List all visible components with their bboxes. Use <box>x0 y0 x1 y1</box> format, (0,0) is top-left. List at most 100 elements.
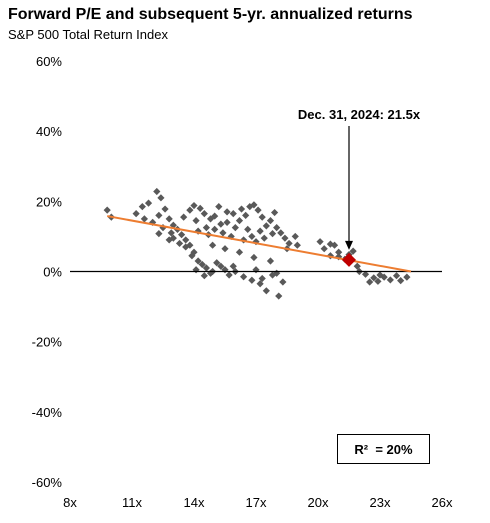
data-point <box>258 213 266 221</box>
data-point <box>370 274 378 282</box>
annotation-arrow-head <box>345 240 353 250</box>
data-point <box>225 271 233 279</box>
data-point <box>285 239 293 248</box>
data-point <box>248 276 256 284</box>
data-point <box>235 217 244 225</box>
data-point <box>277 229 285 237</box>
data-point <box>349 247 357 255</box>
y-tick-label: 0% <box>43 265 62 280</box>
annotation-group: Dec. 31, 2024: 21.5x <box>298 107 421 250</box>
data-point <box>266 217 275 225</box>
data-point <box>221 266 229 274</box>
data-point <box>217 220 225 228</box>
data-point <box>132 210 140 218</box>
data-point <box>200 272 208 280</box>
data-point <box>258 274 266 283</box>
data-point <box>235 248 244 256</box>
data-point <box>279 278 287 286</box>
r-squared-label: R² = 20% <box>354 441 413 457</box>
data-point <box>244 225 252 233</box>
x-tick-label: 20x <box>308 495 329 510</box>
data-point <box>361 270 370 278</box>
data-point <box>211 225 219 233</box>
chart-subtitle: S&P 500 Total Return Index <box>8 27 168 42</box>
x-tick-label: 11x <box>122 495 142 510</box>
data-point <box>281 234 289 242</box>
data-point <box>144 199 153 207</box>
data-point <box>213 259 221 267</box>
data-point <box>403 273 411 281</box>
data-point <box>397 277 405 285</box>
data-point <box>374 277 382 285</box>
data-point <box>320 245 328 253</box>
data-point <box>165 215 173 223</box>
data-point <box>200 210 208 218</box>
data-point <box>240 273 248 281</box>
data-point <box>221 245 229 253</box>
data-point <box>182 243 190 251</box>
data-point <box>153 187 161 196</box>
data-point <box>188 252 196 260</box>
axes: 60% 40% 20% 0% -20% -40% -60%8x 11x 14x 17x 20x 23x… <box>32 54 453 510</box>
y-tick-label: 20% <box>36 194 62 209</box>
data-point <box>252 266 260 274</box>
y-tick-label: 60% <box>36 54 62 69</box>
chart-title: Forward P/E and subsequent 5-yr. annuali… <box>8 6 413 23</box>
data-point <box>266 257 275 265</box>
x-tick-label: 8x <box>63 495 77 510</box>
data-point <box>260 234 268 242</box>
data-point <box>256 227 264 235</box>
data-point <box>268 230 277 238</box>
data-point <box>250 253 258 262</box>
data-point <box>326 240 334 248</box>
data-point <box>273 269 281 277</box>
data-point <box>262 222 270 230</box>
data-point <box>223 208 231 216</box>
data-point <box>175 239 184 248</box>
data-point <box>138 202 146 211</box>
data-point <box>161 205 169 213</box>
data-point <box>192 217 200 225</box>
data-point <box>182 236 190 244</box>
data-point <box>196 204 204 212</box>
data-point <box>192 266 200 274</box>
data-point <box>223 218 231 226</box>
data-points <box>103 187 411 300</box>
data-point <box>155 211 163 219</box>
x-tick-label: 14x <box>184 495 205 510</box>
data-point <box>335 248 343 256</box>
data-point <box>392 272 401 280</box>
data-point <box>194 257 202 265</box>
data-point <box>254 206 262 214</box>
trendline <box>107 215 412 273</box>
data-point <box>256 280 264 288</box>
data-point <box>140 215 148 223</box>
data-point <box>386 276 394 284</box>
data-point <box>237 205 246 213</box>
data-point <box>262 287 270 295</box>
data-point <box>186 206 194 214</box>
data-point <box>198 260 206 269</box>
trendline-group <box>107 215 412 273</box>
data-point <box>178 231 186 239</box>
x-tick-label: 23x <box>370 495 391 510</box>
data-point <box>211 212 219 220</box>
y-tick-label: -60% <box>32 475 63 490</box>
data-point <box>291 232 299 241</box>
data-point <box>229 210 237 218</box>
data-point <box>202 264 210 272</box>
data-point <box>380 273 388 281</box>
data-point <box>209 241 217 249</box>
data-point <box>326 252 334 260</box>
data-point <box>293 241 301 249</box>
data-point <box>231 224 239 232</box>
data-point <box>155 230 163 238</box>
data-point <box>206 269 215 277</box>
data-point <box>242 211 250 219</box>
data-point <box>103 206 111 214</box>
data-point <box>219 229 227 237</box>
data-point <box>248 232 256 241</box>
data-point <box>217 262 225 270</box>
y-tick-label: 40% <box>36 124 62 139</box>
